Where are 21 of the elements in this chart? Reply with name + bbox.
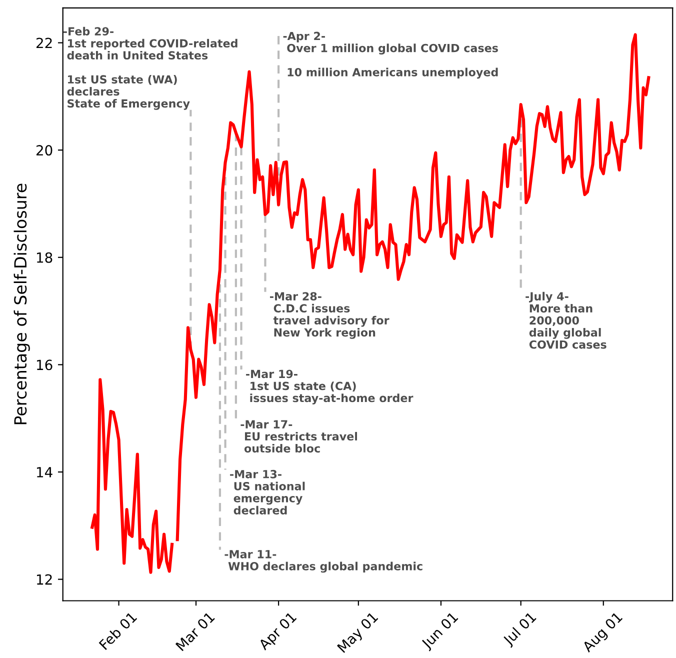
y-tick-label: 16 — [37, 360, 52, 370]
y-tick-label: 22 — [36, 38, 52, 48]
ref-line-label: -Mar 17- EU restricts travel outside bloc — [240, 420, 358, 453]
ref-line-label: -Mar 11- WHO declares global pandemic — [224, 550, 422, 573]
y-tick-label: 20 — [36, 145, 52, 156]
y-tick-label: 12 — [37, 574, 52, 585]
ref-line-label: -Mar 28- C.D.C issues travel advisory for New York region — [270, 292, 390, 339]
x-tick-label: Feb 01 — [98, 611, 138, 650]
y-tick-label: 18 — [37, 252, 52, 263]
x-tick-label: Jul 01 — [502, 611, 538, 648]
y-axis-title: Percentage of Self-Disclosure — [14, 184, 30, 424]
x-tick-label: Aug 01 — [581, 612, 625, 655]
y-tick-label: 14 — [37, 467, 52, 478]
x-tick-label: Apr 01 — [258, 612, 299, 653]
text: -Feb 29- 1st reported COVID-related death in United States 1st US state (WA) declares State of Emergency — [64, 26, 238, 110]
ref-line-label: -Mar 13- US national emergency declared — [230, 470, 305, 514]
ref-line-label: -Apr 2- Over 1 million global COVID cases 10 million Americans unemployed — [283, 32, 498, 79]
x-tick-label: Mar 01 — [175, 612, 216, 652]
ref-line-label: -July 4- More than 200,000 daily global COVID cases — [526, 292, 606, 349]
x-tick-label: Jun 01 — [420, 612, 460, 652]
ref-line-label: -Mar 19- 1st US state (CA) issues stay-at-home order — [246, 370, 414, 404]
